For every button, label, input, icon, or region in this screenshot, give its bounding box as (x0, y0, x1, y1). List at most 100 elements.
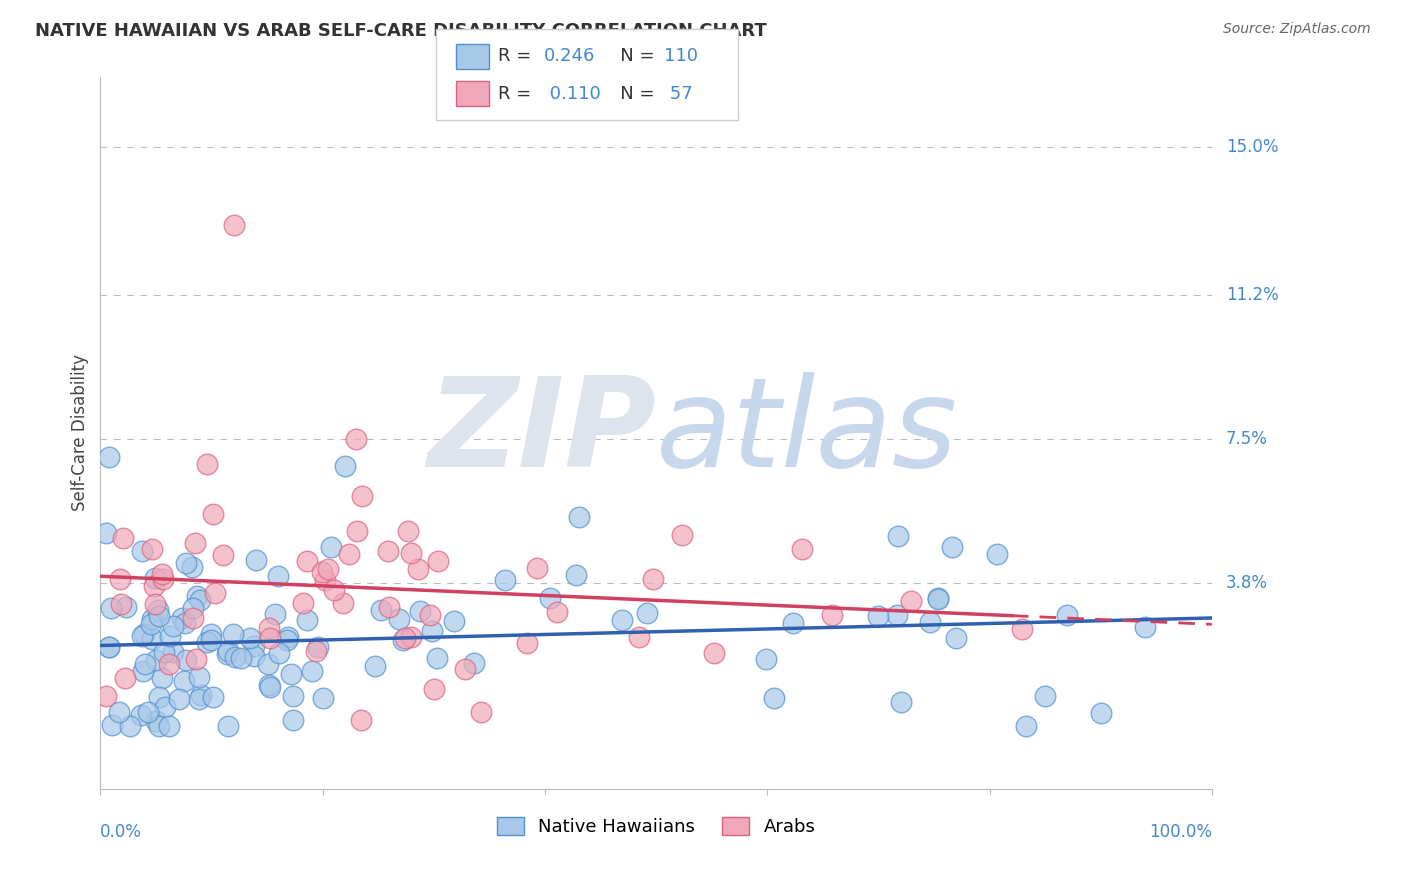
Point (755, 652, 778, 666)
Point (297, 613, 319, 627)
Point (148, 719, 170, 733)
Point (181, 560, 204, 574)
Point (1033, 689, 1056, 703)
Point (143, 579, 166, 593)
Point (546, 605, 568, 619)
Text: NATIVE HAWAIIAN VS ARAB SELF-CARE DISABILITY CORRELATION CHART: NATIVE HAWAIIAN VS ARAB SELF-CARE DISABI… (35, 22, 766, 40)
Point (186, 590, 208, 604)
Point (217, 643, 239, 657)
Text: 3.8%: 3.8% (1226, 574, 1268, 591)
Point (257, 657, 280, 672)
Point (143, 571, 166, 585)
Point (1011, 623, 1033, 637)
Point (112, 532, 135, 546)
Point (267, 646, 290, 660)
Point (173, 615, 195, 630)
Point (312, 691, 335, 706)
Point (162, 619, 184, 633)
Point (280, 666, 302, 681)
Point (174, 653, 197, 667)
Point (350, 713, 373, 727)
Point (217, 719, 239, 733)
Point (145, 714, 167, 728)
Point (224, 650, 246, 665)
Point (97, 450, 120, 465)
Text: N =: N = (603, 47, 661, 65)
Point (568, 509, 591, 524)
Point (610, 613, 633, 627)
Point (167, 692, 190, 706)
Point (886, 608, 908, 623)
Point (790, 542, 813, 557)
Point (927, 591, 949, 606)
Point (243, 639, 266, 653)
Point (172, 611, 194, 625)
Point (94, 689, 117, 703)
Point (945, 631, 967, 645)
Text: 0.0%: 0.0% (100, 823, 142, 841)
Point (516, 636, 538, 650)
Point (141, 612, 163, 626)
Point (986, 547, 1008, 561)
Point (188, 692, 211, 706)
Point (1090, 706, 1112, 721)
Point (141, 542, 163, 557)
Point (941, 540, 963, 554)
Point (150, 672, 173, 686)
Point (222, 626, 245, 640)
Point (134, 657, 156, 671)
Point (304, 643, 326, 657)
Point (426, 650, 449, 665)
Point (266, 568, 288, 582)
Point (157, 657, 180, 671)
Point (316, 562, 339, 576)
Point (100, 601, 122, 615)
Point (153, 645, 176, 659)
Point (141, 616, 163, 631)
Point (1135, 620, 1157, 634)
Point (200, 632, 222, 647)
Point (443, 614, 465, 628)
Point (195, 635, 218, 649)
Point (114, 672, 136, 686)
Point (641, 572, 664, 586)
Point (162, 645, 184, 659)
Text: N =: N = (603, 85, 661, 103)
Point (132, 664, 155, 678)
Point (98, 640, 121, 655)
Point (636, 606, 658, 620)
Text: 15.0%: 15.0% (1226, 138, 1278, 156)
Point (463, 656, 485, 670)
Point (243, 649, 266, 664)
Point (399, 630, 422, 644)
Point (222, 218, 245, 232)
Point (217, 647, 239, 661)
Point (339, 547, 361, 561)
Point (319, 540, 342, 554)
Point (703, 646, 725, 660)
Point (101, 718, 124, 732)
Legend: Native Hawaiians, Arabs: Native Hawaiians, Arabs (489, 810, 823, 844)
Y-axis label: Self-Care Disability: Self-Care Disability (72, 354, 89, 511)
Point (195, 458, 218, 472)
Point (352, 489, 374, 503)
Point (108, 706, 131, 720)
Point (454, 662, 477, 676)
Text: 57: 57 (664, 85, 692, 103)
Point (115, 599, 138, 614)
Text: 110: 110 (664, 47, 697, 65)
Point (401, 546, 423, 560)
Point (281, 689, 304, 703)
Point (276, 632, 298, 647)
Text: R =: R = (498, 47, 537, 65)
Point (307, 640, 329, 654)
Point (409, 604, 432, 618)
Point (173, 673, 195, 688)
Point (565, 568, 588, 582)
Point (259, 622, 281, 636)
Text: 100.0%: 100.0% (1149, 823, 1212, 841)
Point (927, 591, 949, 606)
Point (301, 664, 323, 678)
Point (406, 562, 429, 576)
Text: 11.2%: 11.2% (1226, 286, 1278, 304)
